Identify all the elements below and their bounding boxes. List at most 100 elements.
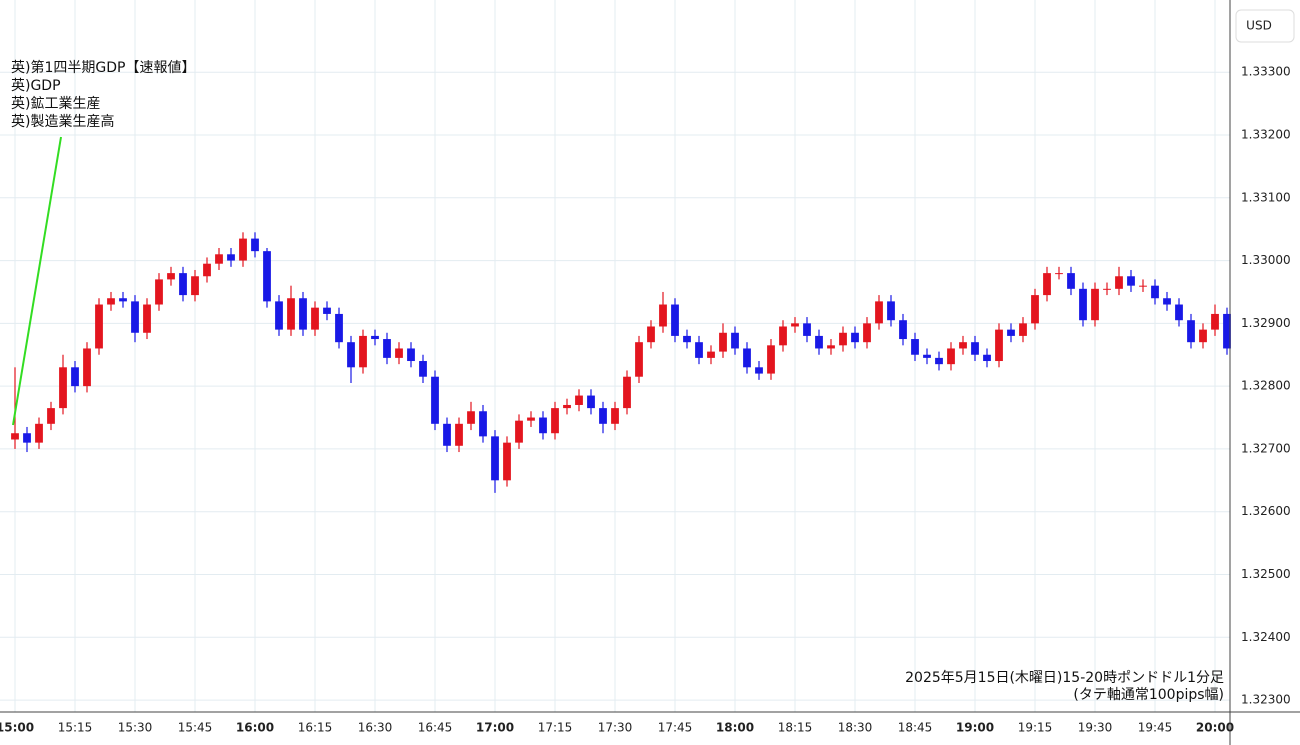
- candle-body: [695, 342, 703, 358]
- candle-body: [647, 326, 655, 343]
- candle-body: [971, 342, 979, 355]
- candle-body: [407, 348, 415, 362]
- candle-body: [1019, 323, 1027, 336]
- candle-body: [47, 408, 55, 424]
- candle-body: [1091, 288, 1099, 321]
- candle-body: [839, 332, 847, 346]
- candle-body: [119, 298, 127, 302]
- candle-body: [23, 433, 31, 443]
- candle-body: [587, 395, 595, 409]
- candle-body: [707, 351, 715, 358]
- candle-body: [1079, 288, 1087, 321]
- candle-body: [95, 304, 103, 349]
- annotation: 英)製造業生産高: [11, 113, 114, 130]
- candle-body: [803, 323, 811, 336]
- x-tick-label: 15:00: [0, 721, 34, 735]
- candle-body: [1187, 320, 1195, 343]
- x-tick-label: 16:45: [418, 721, 453, 735]
- candle-body: [503, 442, 511, 481]
- candle-body: [335, 313, 343, 343]
- y-tick-label: 1.32900: [1241, 316, 1291, 330]
- candle-body: [107, 298, 115, 305]
- x-tick-label: 15:30: [118, 721, 153, 735]
- currency-label: USD: [1246, 19, 1272, 33]
- candle-body: [1043, 273, 1051, 296]
- candle-body: [659, 304, 667, 327]
- candle-body: [11, 433, 19, 440]
- candle-body: [1151, 285, 1159, 299]
- candle-body: [935, 357, 943, 365]
- x-tick-label: 19:45: [1138, 721, 1173, 735]
- candle-body: [743, 348, 751, 368]
- candle-body: [239, 238, 247, 261]
- candle-body: [467, 411, 475, 424]
- candle-body: [131, 301, 139, 333]
- annotation: 英)GDP: [11, 77, 61, 94]
- candle-body: [1103, 288, 1111, 290]
- caption: 2025年5月15日(木曜日)15-20時ポンドドル1分足: [905, 670, 1224, 686]
- candle-body: [83, 348, 91, 387]
- annotation: 英)第1四半期GDP【速報値】: [11, 59, 195, 76]
- candle-body: [1067, 273, 1075, 289]
- candle-body: [1175, 304, 1183, 321]
- candle-body: [851, 332, 859, 343]
- candle-body: [443, 423, 451, 446]
- candle-body: [755, 367, 763, 374]
- candle-body: [731, 332, 739, 349]
- candle-body: [515, 420, 523, 443]
- x-tick-label: 17:30: [598, 721, 633, 735]
- candle-body: [491, 436, 499, 481]
- x-tick-label: 15:45: [178, 721, 213, 735]
- candle-body: [1031, 295, 1039, 324]
- candle-body: [419, 361, 427, 377]
- candle-body: [671, 304, 679, 336]
- x-tick-label: 18:45: [898, 721, 933, 735]
- candle-body: [611, 408, 619, 424]
- candle-body: [227, 254, 235, 261]
- candle-body: [1007, 329, 1015, 336]
- candle-body: [215, 254, 223, 264]
- x-tick-label: 19:00: [956, 721, 994, 735]
- x-tick-label: 17:00: [476, 721, 514, 735]
- candle-body: [779, 326, 787, 346]
- candle-body: [539, 417, 547, 434]
- x-tick-label: 19:15: [1018, 721, 1053, 735]
- y-tick-label: 1.33100: [1241, 190, 1291, 204]
- candle-body: [251, 238, 259, 252]
- candle-body: [71, 367, 79, 387]
- candle-body: [1139, 285, 1147, 287]
- y-tick-label: 1.33200: [1241, 127, 1291, 141]
- candle-body: [1211, 313, 1219, 330]
- candle-body: [359, 335, 367, 368]
- candle-body: [767, 345, 775, 374]
- candle-body: [1199, 329, 1207, 343]
- candle-body: [287, 298, 295, 330]
- y-tick-label: 1.32300: [1241, 693, 1291, 707]
- candle-body: [203, 263, 211, 277]
- caption: (タテ軸通常100pips幅): [1073, 687, 1224, 703]
- y-tick-label: 1.32500: [1241, 567, 1291, 581]
- candle-body: [623, 376, 631, 409]
- candle-body: [899, 320, 907, 340]
- x-tick-label: 17:45: [658, 721, 693, 735]
- candle-body: [1055, 273, 1063, 275]
- candle-body: [431, 376, 439, 424]
- x-tick-label: 16:30: [358, 721, 393, 735]
- candle-body: [179, 273, 187, 296]
- candle-body: [791, 323, 799, 327]
- candle-body: [167, 273, 175, 280]
- y-tick-label: 1.32800: [1241, 379, 1291, 393]
- candle-body: [719, 332, 727, 352]
- currency-box[interactable]: [1235, 9, 1295, 43]
- x-tick-label: 16:00: [236, 721, 274, 735]
- x-tick-label: 19:30: [1078, 721, 1113, 735]
- candle-body: [383, 339, 391, 358]
- x-tick-label: 20:00: [1196, 721, 1234, 735]
- candle-body: [155, 279, 163, 305]
- candle-body: [323, 307, 331, 314]
- candle-body: [1223, 313, 1231, 349]
- candle-body: [923, 354, 931, 358]
